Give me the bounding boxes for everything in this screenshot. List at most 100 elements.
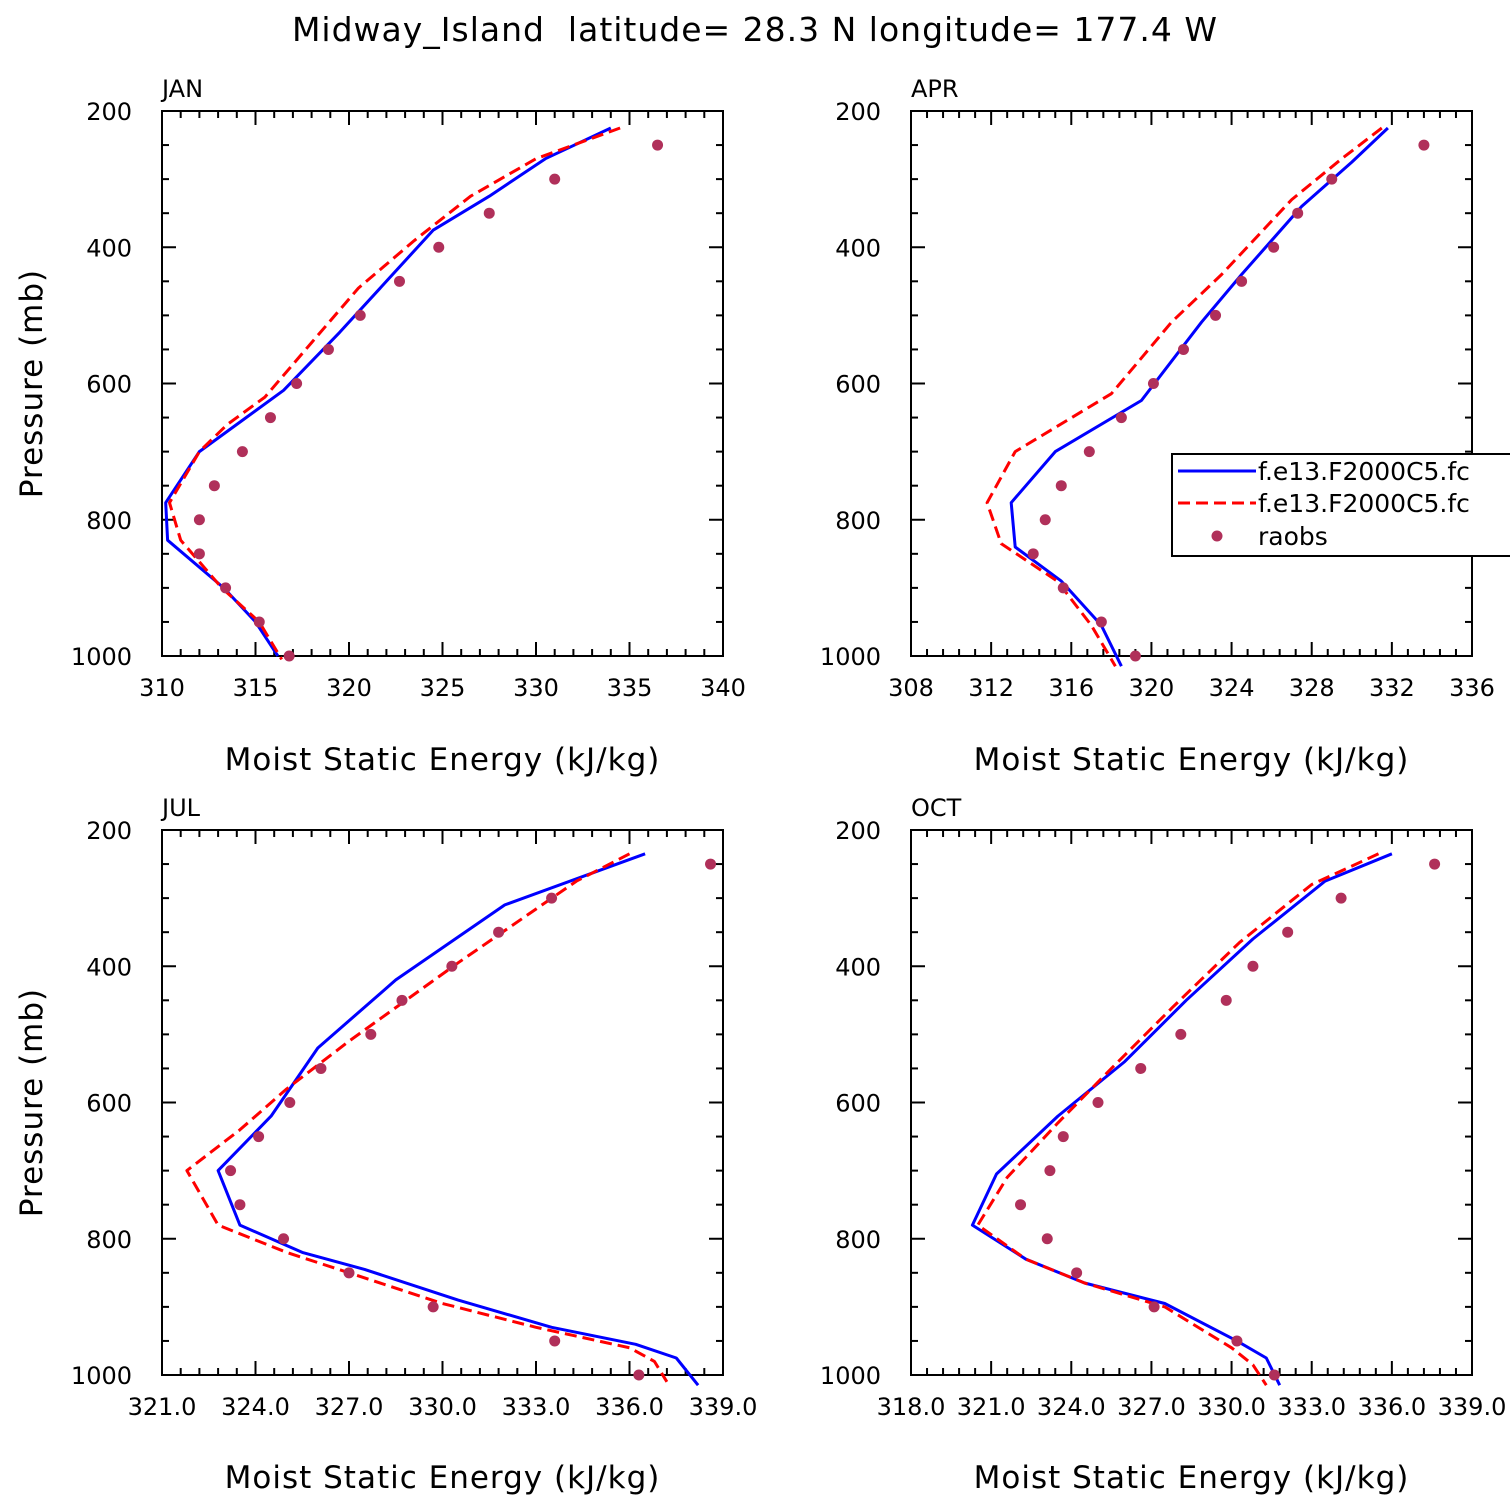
- raobs-point: [1210, 309, 1222, 321]
- x-tick-label: 333.0: [1277, 1393, 1346, 1421]
- x-tick-label: 330.0: [408, 1393, 477, 1421]
- raobs-point: [433, 241, 445, 253]
- raobs-point: [365, 1028, 377, 1040]
- raobs-point: [1115, 412, 1127, 424]
- raobs-point: [354, 309, 366, 321]
- raobs-point: [322, 343, 334, 355]
- x-tick-label: 318.0: [877, 1393, 946, 1421]
- raobs-point: [1057, 582, 1069, 594]
- x-tick-label: 320: [326, 674, 372, 702]
- x-tick-label: 336: [1449, 674, 1495, 702]
- plot-frame: [161, 110, 724, 657]
- raobs-point: [278, 1233, 290, 1245]
- y-axis-label: Pressure (mb): [14, 988, 50, 1217]
- raobs-point: [1335, 892, 1347, 904]
- x-tick-label: 327.0: [1117, 1393, 1186, 1421]
- x-tick-label: 328: [1289, 674, 1335, 702]
- raobs-point: [1044, 1165, 1056, 1177]
- raobs-point: [1236, 275, 1248, 287]
- x-tick-label: 330.0: [1197, 1393, 1266, 1421]
- raobs-point: [1429, 858, 1441, 870]
- panel-title: APR: [911, 75, 959, 103]
- raobs-point: [1071, 1267, 1083, 1279]
- raobs-point: [253, 1131, 265, 1143]
- series-line-dashed: [976, 852, 1380, 1387]
- raobs-point: [1231, 1335, 1243, 1347]
- x-tick-label: 325: [420, 674, 466, 702]
- y-tick-label: 600: [835, 1090, 881, 1118]
- raobs-point: [1092, 1097, 1104, 1108]
- panel-jan: JAN 310 315 320 325 330 335 340 200 400 600 800 1000…: [14, 75, 746, 778]
- x-tick-label: 332: [1369, 674, 1415, 702]
- raobs-point: [493, 926, 505, 938]
- raobs-point: [652, 139, 664, 151]
- raobs-point: [1147, 378, 1159, 389]
- raobs-point: [1027, 548, 1039, 560]
- series-line-dashed: [985, 126, 1383, 667]
- raobs-point: [193, 548, 205, 560]
- raobs-point: [549, 173, 561, 185]
- raobs-point: [396, 994, 408, 1006]
- y-tick-label: 200: [835, 98, 881, 126]
- panel-title: JUL: [160, 794, 201, 822]
- x-tick-label: 335: [607, 674, 653, 702]
- raobs-point: [427, 1301, 439, 1313]
- x-axis-label: Moist Static Energy (kJ/kg): [974, 742, 1410, 778]
- raobs-point: [1057, 1131, 1069, 1143]
- raobs-point: [1268, 1369, 1280, 1381]
- panel-oct: OCT 318.0 321.0 324.0 327.0 330.0 333.0 336.0 33…: [820, 794, 1506, 1496]
- raobs-point: [633, 1369, 645, 1381]
- panel-jul: JUL 321.0 324.0 327.0 330.0 333.0 336.0 339.0 20…: [14, 794, 757, 1496]
- legend-entry: raobs: [1258, 522, 1328, 551]
- raobs-point: [283, 650, 295, 662]
- panel-title: OCT: [911, 794, 962, 822]
- y-axis-label: Pressure (mb): [14, 269, 50, 498]
- raobs-point: [549, 1335, 561, 1347]
- y-tick-label: 1000: [71, 1362, 132, 1390]
- y-tick-label: 200: [86, 817, 132, 845]
- x-axis-label: Moist Static Energy (kJ/kg): [225, 742, 661, 778]
- x-tick-label: 340: [700, 674, 746, 702]
- raobs-point: [1055, 480, 1067, 492]
- plot-frame: [161, 829, 724, 1376]
- x-tick-label: 339.0: [689, 1393, 758, 1421]
- raobs-point: [284, 1097, 296, 1108]
- legend-entry: f.e13.F2000C5.fc: [1258, 457, 1470, 486]
- x-tick-label: 324.0: [221, 1393, 290, 1421]
- raobs-point: [1177, 343, 1189, 355]
- raobs-point: [208, 480, 220, 492]
- y-tick-label: 200: [835, 817, 881, 845]
- raobs-point: [343, 1267, 355, 1279]
- y-tick-label: 800: [835, 1226, 881, 1254]
- raobs-point: [220, 582, 232, 594]
- x-tick-label: 333.0: [502, 1393, 571, 1421]
- raobs-point: [315, 1062, 327, 1074]
- y-tick-label: 200: [86, 98, 132, 126]
- y-tick-label: 400: [835, 234, 881, 262]
- raobs-point: [1247, 960, 1259, 972]
- raobs-point: [291, 378, 303, 389]
- x-tick-label: 339.0: [1438, 1393, 1507, 1421]
- x-tick-label: 324.0: [1037, 1393, 1106, 1421]
- x-tick-label: 310: [139, 674, 185, 702]
- raobs-point: [193, 514, 205, 526]
- x-tick-label: 312: [968, 674, 1014, 702]
- y-tick-label: 800: [835, 507, 881, 535]
- y-tick-label: 1000: [820, 1362, 881, 1390]
- raobs-point: [483, 207, 495, 219]
- series-line-solid: [970, 852, 1393, 1386]
- page-title: Midway_Island latitude= 28.3 N longitude…: [291, 10, 1219, 49]
- x-tick-label: 327.0: [315, 1393, 384, 1421]
- y-tick-label: 600: [86, 371, 132, 399]
- raobs-point: [1129, 650, 1141, 662]
- plot-frame: [910, 829, 1473, 1376]
- x-tick-label: 324: [1209, 674, 1255, 702]
- raobs-point: [264, 412, 276, 424]
- legend: f.e13.F2000C5.fc f.e13.F2000C5.fc raobs: [1171, 453, 1510, 557]
- raobs-point: [1418, 139, 1430, 151]
- x-tick-label: 336.0: [1357, 1393, 1426, 1421]
- y-tick-label: 600: [86, 1090, 132, 1118]
- x-tick-label: 316: [1048, 674, 1094, 702]
- x-axis-label: Moist Static Energy (kJ/kg): [974, 1460, 1410, 1496]
